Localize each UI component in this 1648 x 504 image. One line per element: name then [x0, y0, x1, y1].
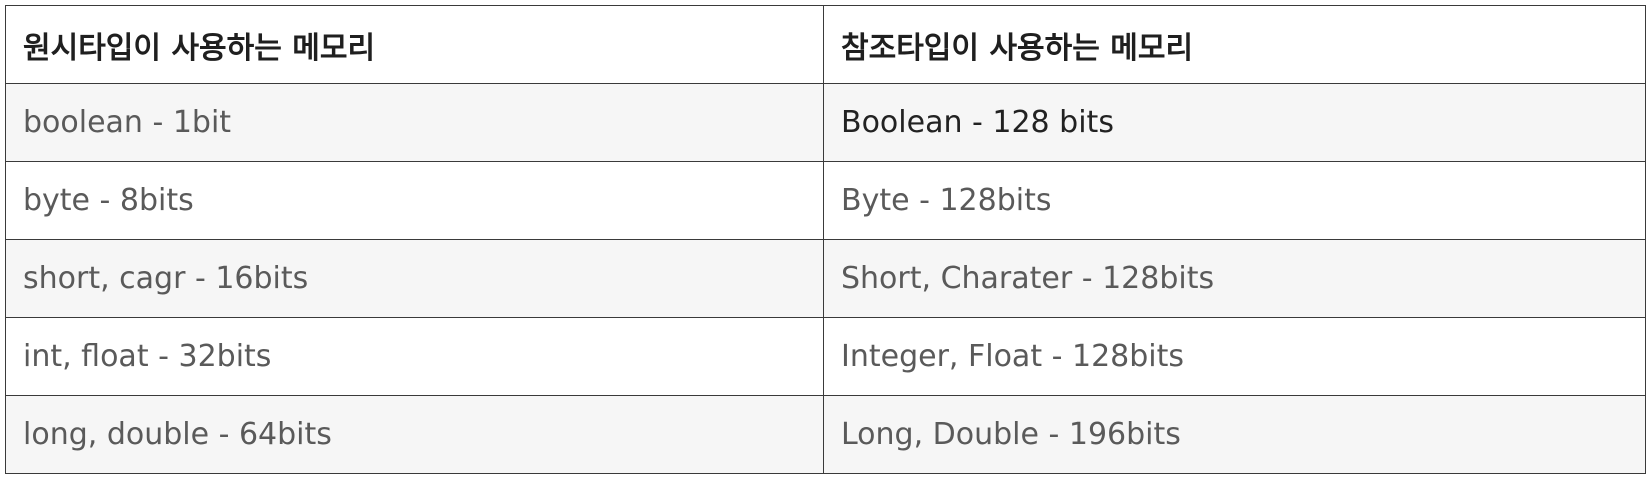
- table-row: int, float - 32bits Integer, Float - 128…: [5, 317, 1646, 396]
- table-row: byte - 8bits Byte - 128bits: [5, 161, 1646, 240]
- cell-primitive-type: short, cagr - 16bits: [5, 239, 824, 318]
- cell-reference-type: Long, Double - 196bits: [823, 395, 1646, 474]
- cell-reference-type: Byte - 128bits: [823, 161, 1646, 240]
- table-row: long, double - 64bits Long, Double - 196…: [5, 395, 1646, 474]
- cell-reference-type: Short, Charater - 128bits: [823, 239, 1646, 318]
- header-reference-memory: 참조타입이 사용하는 메모리: [823, 5, 1646, 84]
- table-header-row: 원시타입이 사용하는 메모리 참조타입이 사용하는 메모리: [5, 5, 1646, 84]
- table-row: short, cagr - 16bits Short, Charater - 1…: [5, 239, 1646, 318]
- memory-comparison-table: 원시타입이 사용하는 메모리 참조타입이 사용하는 메모리 boolean - …: [5, 5, 1646, 474]
- header-primitive-memory: 원시타입이 사용하는 메모리: [5, 5, 824, 84]
- cell-primitive-type: int, float - 32bits: [5, 317, 824, 396]
- table-row: boolean - 1bit Boolean - 128 bits: [5, 83, 1646, 162]
- memory-comparison-table-container: 원시타입이 사용하는 메모리 참조타입이 사용하는 메모리 boolean - …: [5, 5, 1646, 474]
- cell-reference-type: Boolean - 128 bits: [823, 83, 1646, 162]
- cell-primitive-type: boolean - 1bit: [5, 83, 824, 162]
- cell-primitive-type: long, double - 64bits: [5, 395, 824, 474]
- cell-primitive-type: byte - 8bits: [5, 161, 824, 240]
- cell-reference-type: Integer, Float - 128bits: [823, 317, 1646, 396]
